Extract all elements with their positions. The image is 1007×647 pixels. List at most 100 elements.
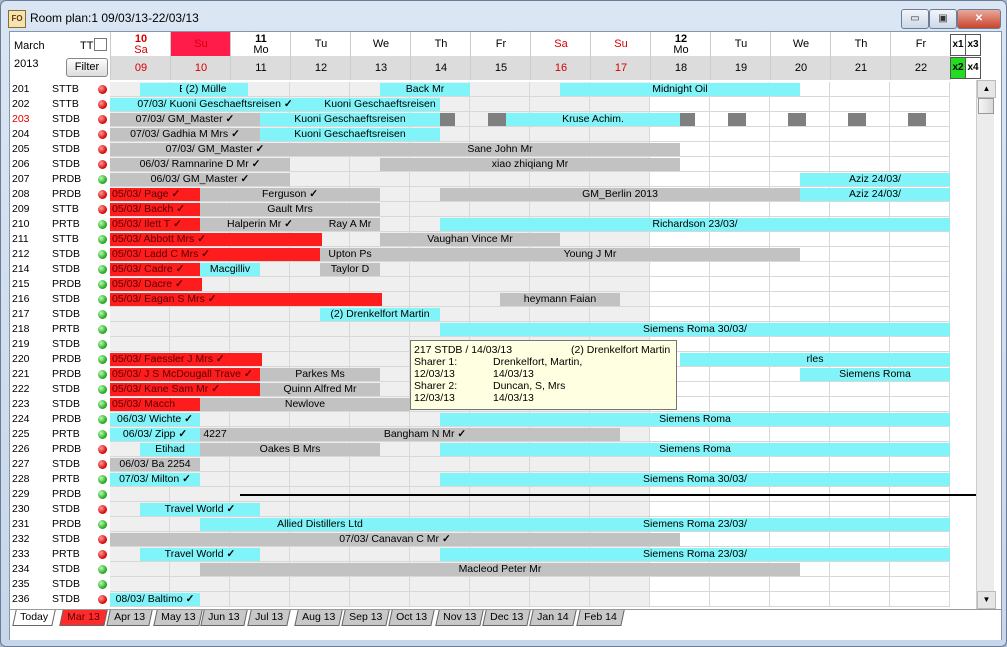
reservation-bar[interactable]: Ray A Mr <box>320 218 380 231</box>
room-number[interactable]: 216 <box>12 293 30 305</box>
day-cell[interactable] <box>470 127 530 142</box>
day-cell[interactable] <box>650 157 710 172</box>
day-cell[interactable] <box>710 142 770 157</box>
day-cell[interactable] <box>350 592 410 607</box>
day-cell[interactable] <box>350 172 410 187</box>
reservation-bar[interactable]: Taylor D <box>320 263 380 276</box>
reservation-bar[interactable]: Siemens Roma 23/03/ <box>440 518 950 531</box>
day-cell[interactable] <box>290 412 350 427</box>
day-cell[interactable] <box>110 517 170 532</box>
day-cell[interactable] <box>170 577 230 592</box>
day-cell[interactable] <box>830 142 890 157</box>
reservation-bar[interactable]: 05/03/ Backh ✓ <box>110 203 202 216</box>
reservation-bar[interactable]: 05/03/ Kane Sam Mr ✓ <box>110 383 262 396</box>
room-number[interactable]: 236 <box>12 593 30 605</box>
day-cell[interactable] <box>890 262 950 277</box>
day-cell[interactable] <box>230 307 290 322</box>
reservation-bar[interactable]: (2) Drenkelfort Martin <box>320 308 440 321</box>
day-cell[interactable] <box>890 127 950 142</box>
room-status-icon[interactable] <box>98 250 107 259</box>
room-number[interactable]: 206 <box>12 158 30 170</box>
day-cell[interactable] <box>710 292 770 307</box>
day-column-header[interactable]: Tu 12 <box>290 32 351 80</box>
day-cell[interactable] <box>770 277 830 292</box>
room-status-icon[interactable] <box>98 520 107 529</box>
day-cell[interactable] <box>830 457 890 472</box>
day-cell[interactable] <box>770 127 830 142</box>
reservation-bar[interactable]: Sane John Mr <box>320 143 680 156</box>
reservation-bar[interactable]: 05/03/ Faessler J Mrs ✓ <box>110 353 262 366</box>
room-status-icon[interactable] <box>98 475 107 484</box>
reservation-bar[interactable]: Macgilliv <box>200 263 260 276</box>
day-cell[interactable] <box>710 262 770 277</box>
day-cell[interactable] <box>830 532 890 547</box>
day-cell[interactable] <box>410 202 470 217</box>
room-number[interactable]: 222 <box>12 383 30 395</box>
reservation-bar[interactable]: 07/03/ Canavan C Mr ✓ <box>110 533 680 546</box>
day-cell[interactable] <box>530 97 590 112</box>
day-cell[interactable] <box>290 472 350 487</box>
day-cell[interactable] <box>590 202 650 217</box>
room-status-icon[interactable] <box>98 130 107 139</box>
day-column-header[interactable]: Su 10 <box>170 32 231 80</box>
room-number[interactable]: 219 <box>12 338 30 350</box>
day-cell[interactable] <box>470 457 530 472</box>
day-column-header[interactable]: 12 Mo 18 <box>650 32 711 80</box>
day-cell[interactable] <box>590 592 650 607</box>
day-cell[interactable] <box>530 457 590 472</box>
room-number[interactable]: 231 <box>12 518 30 530</box>
reservation-bar[interactable]: 05/03/ Cadre ✓ <box>110 263 202 276</box>
room-status-icon[interactable] <box>98 160 107 169</box>
day-cell[interactable] <box>650 577 710 592</box>
day-cell[interactable] <box>650 367 710 382</box>
day-cell[interactable] <box>830 202 890 217</box>
room-status-icon[interactable] <box>98 460 107 469</box>
room-status-icon[interactable] <box>98 535 107 544</box>
day-cell[interactable] <box>890 577 950 592</box>
day-cell[interactable] <box>650 382 710 397</box>
day-cell[interactable] <box>890 82 950 97</box>
room-status-icon[interactable] <box>98 565 107 574</box>
reservation-bar[interactable]: 08/03/ Baltimo ✓ <box>110 593 200 606</box>
day-cell[interactable] <box>470 97 530 112</box>
month-tab[interactable]: Oct 13 <box>388 610 435 626</box>
day-cell[interactable] <box>650 592 710 607</box>
day-cell[interactable] <box>650 292 710 307</box>
room-number[interactable]: 220 <box>12 353 30 365</box>
day-cell[interactable] <box>650 337 710 352</box>
reservation-bar[interactable]: Siemens Roma <box>800 368 950 381</box>
room-status-icon[interactable] <box>98 235 107 244</box>
day-cell[interactable] <box>410 502 470 517</box>
day-cell[interactable] <box>770 457 830 472</box>
reservation-bar[interactable]: Kruse Achim. <box>506 113 680 126</box>
day-cell[interactable] <box>710 577 770 592</box>
day-cell[interactable] <box>290 172 350 187</box>
scroll-thumb[interactable] <box>978 98 994 114</box>
day-cell[interactable] <box>350 412 410 427</box>
room-status-icon[interactable] <box>98 295 107 304</box>
room-status-icon[interactable] <box>98 595 107 604</box>
day-column-header[interactable]: Th 21 <box>830 32 891 80</box>
month-tab[interactable]: Feb 14 <box>576 610 625 626</box>
room-number[interactable]: 209 <box>12 203 30 215</box>
day-cell[interactable] <box>530 577 590 592</box>
day-cell[interactable] <box>290 157 350 172</box>
room-status-icon[interactable] <box>98 100 107 109</box>
day-cell[interactable] <box>770 157 830 172</box>
minimize-button[interactable]: ▭ <box>901 9 929 29</box>
day-cell[interactable] <box>770 262 830 277</box>
close-button[interactable]: ✕ <box>957 9 1001 29</box>
day-cell[interactable] <box>890 292 950 307</box>
reservation-bar[interactable]: 06/03/ Ba 2254 <box>110 458 200 471</box>
day-cell[interactable] <box>650 277 710 292</box>
room-number[interactable]: 204 <box>12 128 30 140</box>
room-number[interactable]: 226 <box>12 443 30 455</box>
day-column-header[interactable]: 11 Mo 11 <box>230 32 291 80</box>
room-number[interactable]: 221 <box>12 368 30 380</box>
room-number[interactable]: 208 <box>12 188 30 200</box>
day-cell[interactable] <box>470 577 530 592</box>
reservation-bar[interactable]: heymann Faian <box>500 293 620 306</box>
day-cell[interactable] <box>710 232 770 247</box>
tt-checkbox[interactable] <box>94 38 107 51</box>
room-status-icon[interactable] <box>98 490 107 499</box>
